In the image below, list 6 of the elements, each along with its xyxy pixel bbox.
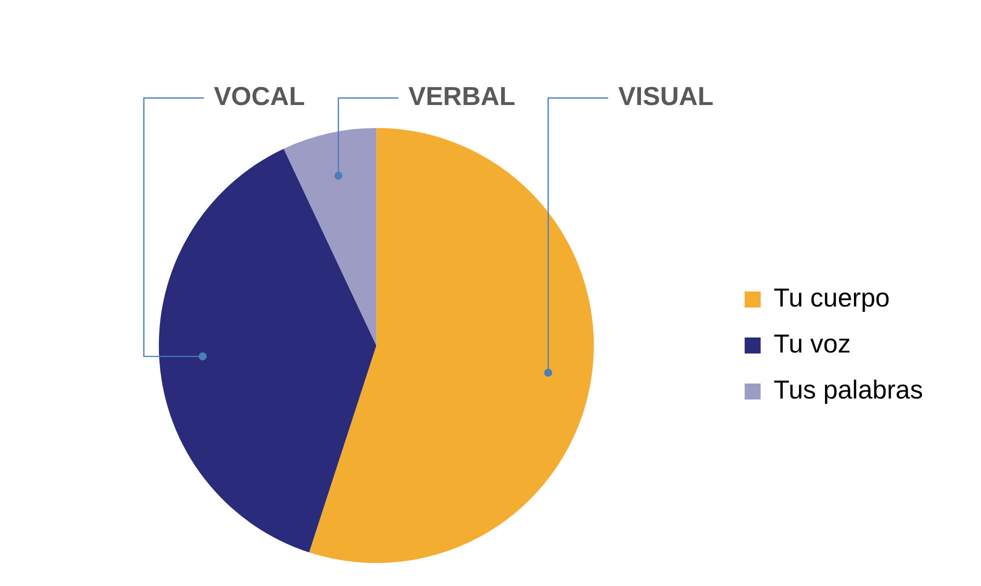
text: VOCAL (214, 81, 305, 112)
legend-label: Tu voz (774, 328, 851, 359)
legend-label: Tus palabras (774, 374, 924, 405)
legend-label: Tu cuerpo (774, 282, 890, 313)
text: VERBAL (408, 81, 516, 112)
text: VISUAL (618, 81, 714, 112)
